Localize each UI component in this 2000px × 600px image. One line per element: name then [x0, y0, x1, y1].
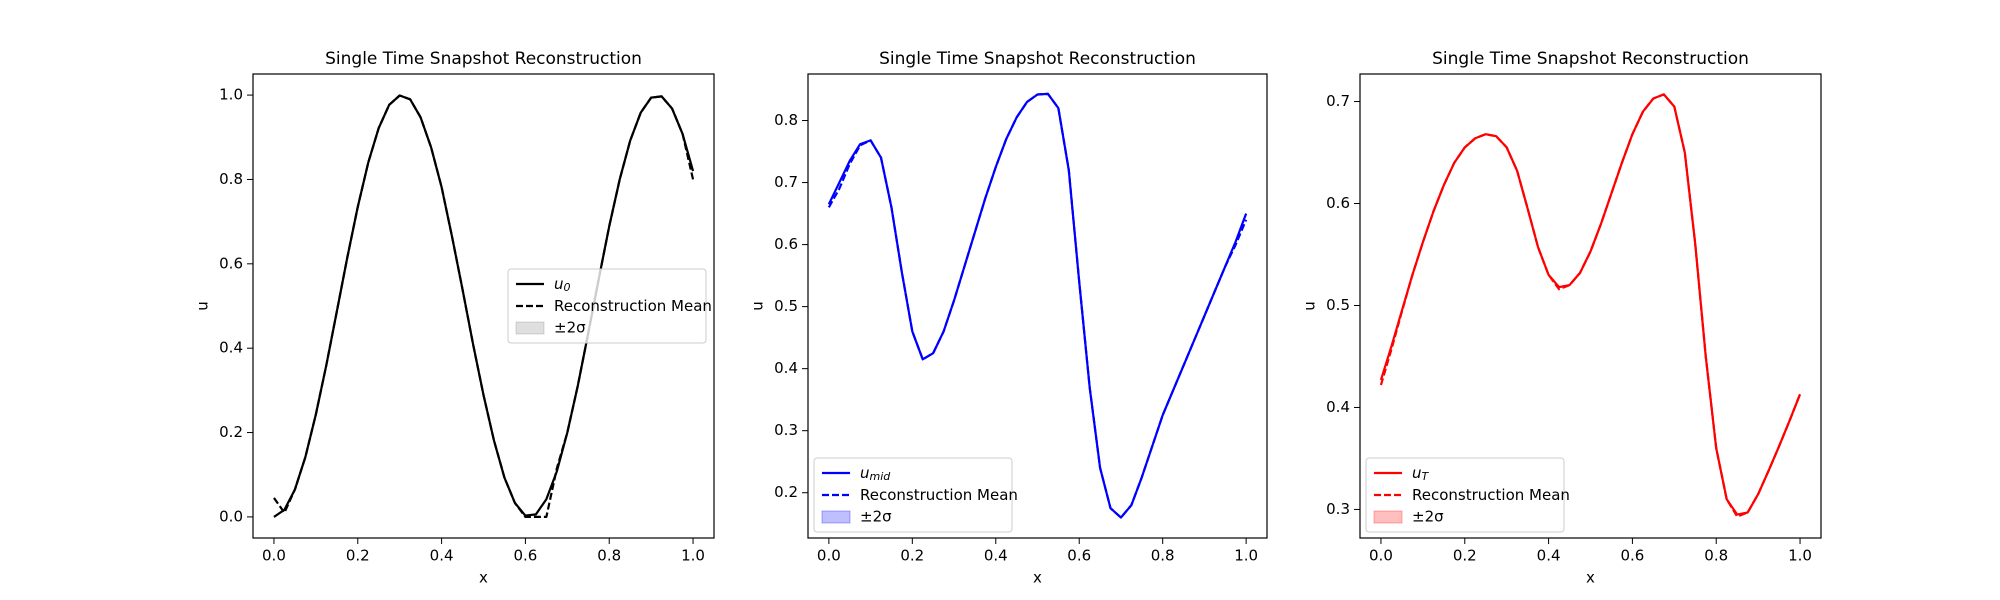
x-axis-label: x — [479, 569, 488, 587]
x-tick-label: 0.4 — [1537, 547, 1561, 565]
legend-box — [1365, 457, 1565, 533]
legend-label: Reconstruction Mean — [860, 486, 1018, 504]
legend-name: Reconstruction Mean — [860, 486, 1018, 504]
y-tick-label: 0.7 — [774, 173, 798, 191]
legend-name: u — [554, 275, 564, 293]
legend-label: umid — [860, 464, 891, 484]
y-axis-label: u — [194, 301, 212, 311]
x-axis-label: x — [1586, 569, 1595, 587]
x-tick-label: 0.8 — [1151, 547, 1175, 565]
x-tick-label: 0.2 — [346, 547, 370, 565]
y-tick-label: 0.6 — [1326, 194, 1350, 212]
x-tick-label: 0.6 — [1067, 547, 1091, 565]
x-tick-label: 0.4 — [430, 547, 454, 565]
x-tick-label: 0.0 — [1369, 547, 1393, 565]
legend-name: u — [860, 464, 870, 482]
x-tick-label: 0.6 — [1620, 547, 1644, 565]
chart: Single Time Snapshot Reconstruction 0.0 0.… — [1301, 49, 1822, 587]
plot-frame — [1359, 73, 1822, 539]
series-line — [273, 94, 695, 519]
legend-label: ±2σ — [1412, 508, 1444, 526]
legend-swatch — [515, 321, 545, 335]
series-line — [1379, 93, 1802, 516]
y-axis-label: u — [1301, 301, 1319, 311]
x-tick-label: 0.0 — [817, 547, 841, 565]
legend-swatch — [1373, 510, 1403, 524]
series-line — [827, 92, 1248, 519]
legend: u0 Reconstruction Mean ±2σ — [507, 268, 712, 344]
chart-title: Single Time Snapshot Reconstruction — [325, 49, 642, 69]
y-tick-label: 0.4 — [219, 339, 243, 357]
legend-subscript: mid — [870, 470, 892, 483]
x-tick-label: 0.4 — [984, 547, 1008, 565]
chart-title: Single Time Snapshot Reconstruction — [1432, 49, 1749, 69]
y-tick-label: 0.5 — [774, 297, 798, 315]
y-tick-label: 0.2 — [219, 423, 243, 441]
legend-name: u — [1412, 464, 1422, 482]
plot-frame — [807, 73, 1268, 539]
y-tick-label: 1.0 — [219, 86, 243, 104]
y-tick-label: 0.6 — [219, 254, 243, 272]
plot-frame — [252, 73, 715, 539]
legend-label: u0 — [554, 275, 571, 295]
chart: Single Time Snapshot Reconstruction 0.0 0.… — [194, 49, 715, 587]
y-tick-label: 0.3 — [774, 421, 798, 439]
y-tick-label: 0.7 — [1326, 92, 1350, 110]
legend-name: Reconstruction Mean — [1412, 486, 1570, 504]
x-tick-label: 0.6 — [513, 547, 537, 565]
legend-box — [813, 457, 1013, 533]
legend-box — [507, 268, 707, 344]
legend-name: Reconstruction Mean — [554, 297, 712, 315]
chart: Single Time Snapshot Reconstruction 0.0 0.… — [749, 49, 1268, 587]
legend-label: uT — [1412, 464, 1430, 484]
legend-subscript: 0 — [564, 281, 571, 294]
x-tick-label: 0.2 — [900, 547, 924, 565]
legend-subscript: T — [1422, 470, 1430, 483]
x-axis-label: x — [1033, 569, 1042, 587]
chart-title: Single Time Snapshot Reconstruction — [879, 49, 1196, 69]
legend-swatch — [821, 510, 851, 524]
y-tick-label: 0.4 — [1326, 398, 1350, 416]
y-tick-label: 0.8 — [219, 170, 243, 188]
y-tick-label: 0.8 — [774, 111, 798, 129]
x-tick-label: 1.0 — [1234, 547, 1258, 565]
legend-label: ±2σ — [860, 508, 892, 526]
y-tick-label: 0.2 — [774, 483, 798, 501]
series-line — [827, 92, 1248, 519]
legend: umid Reconstruction Mean ±2σ — [813, 457, 1018, 533]
x-tick-label: 0.8 — [1704, 547, 1728, 565]
series-line — [1379, 93, 1802, 518]
legend-label: Reconstruction Mean — [554, 297, 712, 315]
y-tick-label: 0.4 — [774, 359, 798, 377]
legend: uT Reconstruction Mean ±2σ — [1365, 457, 1570, 533]
x-tick-label: 0.0 — [262, 547, 286, 565]
x-tick-label: 1.0 — [1788, 547, 1812, 565]
x-tick-label: 1.0 — [681, 547, 705, 565]
legend-label: Reconstruction Mean — [1412, 486, 1570, 504]
y-tick-label: 0.0 — [219, 507, 243, 525]
legend-label: ±2σ — [554, 319, 586, 337]
y-tick-label: 0.6 — [774, 235, 798, 253]
y-axis-label: u — [749, 301, 767, 311]
y-tick-label: 0.5 — [1326, 296, 1350, 314]
y-tick-label: 0.3 — [1326, 500, 1350, 518]
x-tick-label: 0.2 — [1453, 547, 1477, 565]
x-tick-label: 0.8 — [597, 547, 621, 565]
